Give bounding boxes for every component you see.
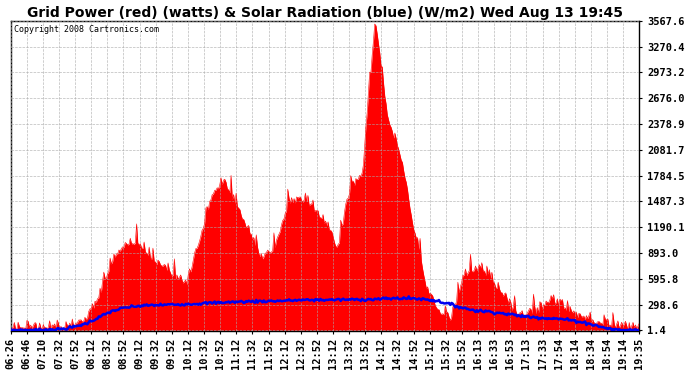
Title: Grid Power (red) (watts) & Solar Radiation (blue) (W/m2) Wed Aug 13 19:45: Grid Power (red) (watts) & Solar Radiati…: [27, 6, 623, 20]
Text: Copyright 2008 Cartronics.com: Copyright 2008 Cartronics.com: [14, 26, 159, 34]
